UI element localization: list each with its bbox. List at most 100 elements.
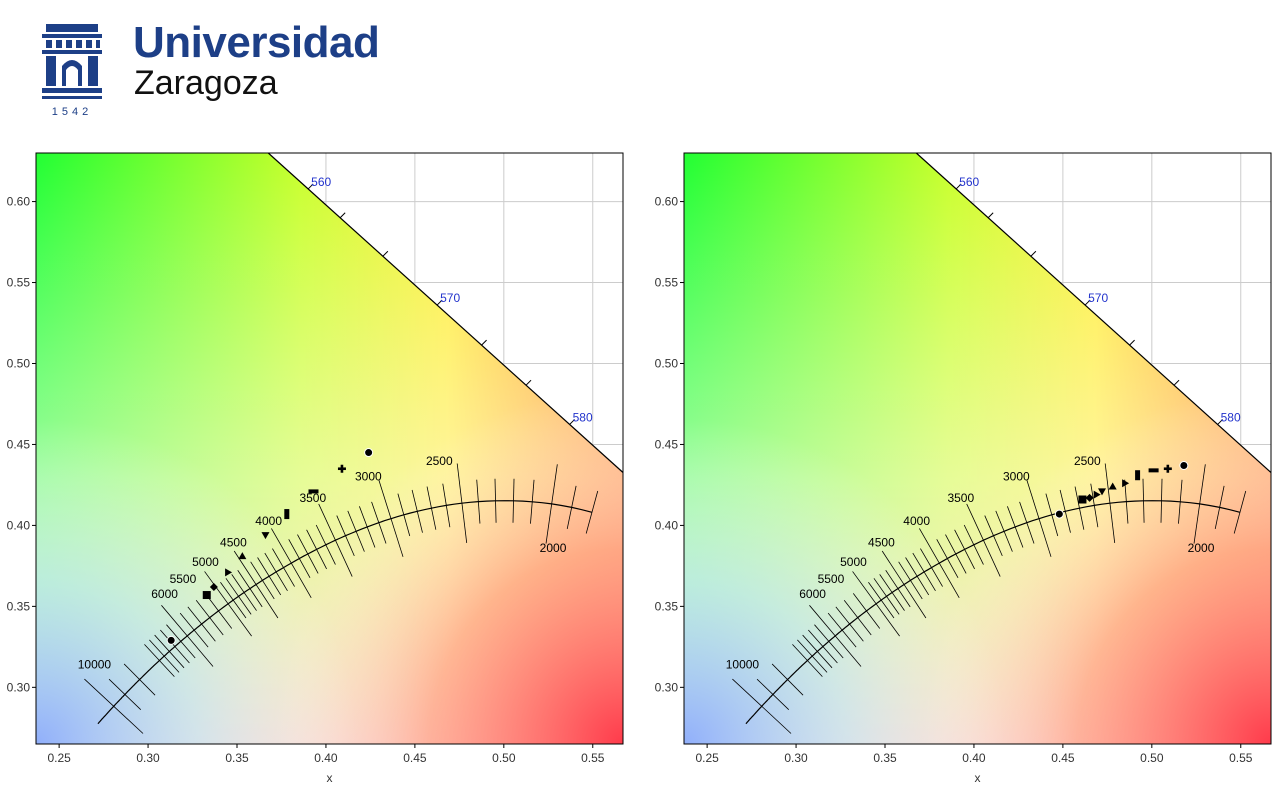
isotherm-line [336, 515, 355, 557]
color-gamut [684, 153, 1271, 744]
isotherm-line [426, 486, 437, 530]
isotherm-line [585, 490, 599, 534]
gamut-red [684, 153, 1271, 744]
isotherm-line [814, 624, 844, 659]
isotherm-line [288, 539, 311, 578]
isotherm-line [359, 506, 376, 548]
wavelength-label: 570 [1088, 291, 1108, 305]
isotherm-line [144, 644, 175, 677]
isotherm-line [852, 593, 881, 629]
wavelength-label: 560 [311, 175, 331, 189]
isotherm-line [530, 479, 535, 524]
isotherm-line [315, 524, 336, 565]
data-point-triangle-right [225, 568, 233, 577]
x-tick-label: 0.25 [47, 751, 71, 765]
wavelength-tick [436, 299, 443, 306]
isotherm-line [827, 612, 857, 648]
isotherm-line [306, 529, 327, 570]
isotherms [732, 463, 1247, 734]
cct-label: 4000 [255, 514, 282, 528]
isotherm-line [271, 528, 312, 598]
isotherm-line [868, 581, 895, 619]
isotherm-line [397, 493, 411, 537]
wavelength-tick [569, 419, 575, 425]
wavelength-label: 560 [959, 175, 979, 189]
university-logo: 1542 Universidad Zaragoza [40, 18, 380, 122]
isotherm-line [204, 593, 233, 629]
isotherm-line [954, 529, 975, 570]
isotherm-line [371, 501, 387, 544]
data-point-triangle-down [1098, 488, 1107, 496]
gamut-red [36, 153, 623, 744]
data-point-triangle-right [1122, 479, 1130, 488]
isotherms [84, 463, 599, 734]
isotherm-line [1193, 464, 1206, 544]
isotherm-line [898, 561, 923, 600]
x-tick-label: 0.25 [695, 751, 719, 765]
wavelength-tick [481, 339, 487, 346]
isotherm-line [237, 570, 263, 608]
color-gamut [36, 153, 623, 744]
wavelength-tick [307, 183, 314, 190]
university-city: Zaragoza [134, 64, 278, 102]
isotherm-line [456, 463, 468, 543]
isotherm-line [1142, 478, 1145, 523]
isotherm-line [220, 581, 247, 619]
isotherm-line [756, 678, 790, 710]
isotherm-line [802, 634, 833, 669]
isotherm-line [797, 639, 828, 673]
isotherm-line [204, 571, 252, 637]
isotherm-line [108, 678, 142, 710]
wavelength-tick [987, 212, 994, 219]
cct-label: 2000 [540, 541, 567, 555]
wavelength-tick [1084, 299, 1091, 306]
y-tick-label: 0.60 [7, 195, 31, 209]
data-point-diamond [209, 582, 218, 591]
isotherm-line [154, 634, 185, 669]
data-point-triangle-right [1093, 490, 1101, 499]
isotherm-line [1104, 463, 1116, 543]
isotherm-line [161, 605, 214, 667]
chromaticity-chart-left: 5605705801000060005500500045004000350030… [7, 152, 624, 785]
cct-label: 4000 [903, 514, 930, 528]
y-tick-label: 0.45 [655, 437, 679, 451]
isotherm-line [160, 629, 190, 664]
isotherm-line [378, 480, 404, 557]
wavelength-tick [525, 379, 532, 386]
isotherm-line [476, 479, 481, 524]
data-point-diamond [1085, 493, 1094, 502]
x-tick-label: 0.50 [492, 751, 516, 765]
x-axis-label: x [327, 771, 333, 785]
data-point-triangle-down [261, 532, 270, 540]
cct-label: 3500 [947, 491, 974, 505]
cct-label: 3000 [1003, 470, 1030, 484]
cct-label: 10000 [726, 657, 760, 671]
data-point-bar-horizontal [308, 489, 319, 494]
isotherm-line [257, 557, 282, 596]
isotherm-line [1233, 490, 1247, 534]
wavelength-tick [1217, 419, 1223, 425]
isotherm-line [843, 600, 872, 636]
isotherm-line [984, 515, 1003, 557]
x-tick-label: 0.30 [136, 751, 160, 765]
cct-label: 5000 [192, 555, 219, 569]
y-tick-label: 0.30 [7, 680, 31, 694]
x-tick-label: 0.45 [403, 751, 427, 765]
isotherm-line [995, 510, 1013, 552]
isotherm-line [566, 485, 577, 530]
cct-label: 5500 [170, 572, 197, 586]
isotherm-line [272, 548, 295, 587]
spectral-locus [915, 152, 1272, 473]
data-points [166, 448, 374, 645]
data-point-plus [337, 464, 346, 473]
isotherm-line [1124, 479, 1129, 524]
x-tick-label: 0.45 [1051, 751, 1075, 765]
y-tick-label: 0.50 [7, 356, 31, 370]
isotherm-line [1007, 506, 1024, 548]
data-point-circle [166, 635, 176, 645]
plot-frame [35, 152, 624, 745]
isotherm-line [1059, 489, 1071, 533]
data-point-plus [1163, 464, 1172, 473]
wavelength-tick [1129, 339, 1135, 346]
isotherm-line [873, 578, 900, 615]
